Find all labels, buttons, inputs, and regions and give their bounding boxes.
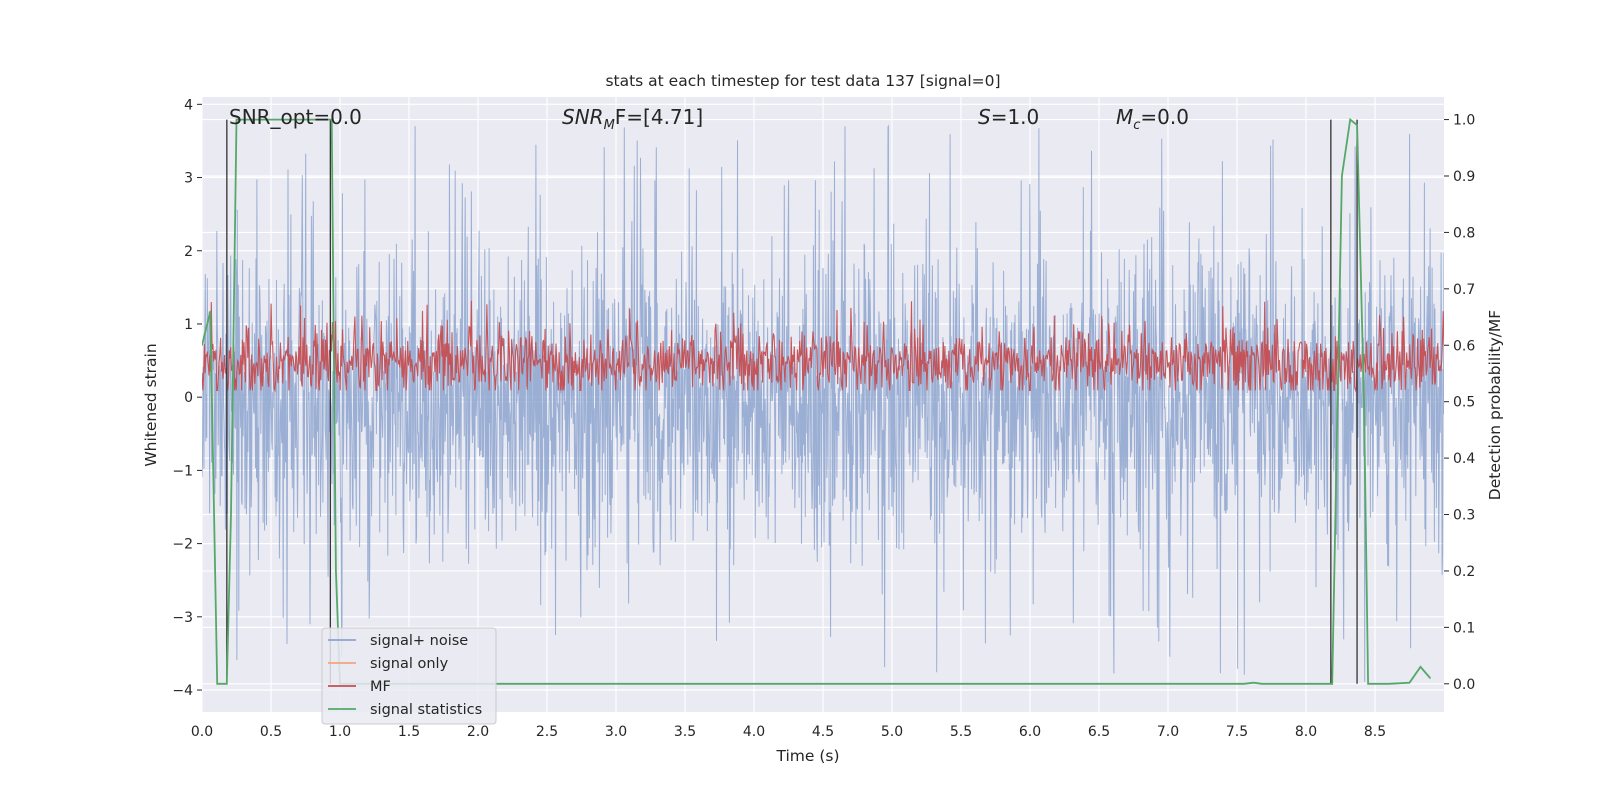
annotation-snr-mf-prefix: SNR [562, 105, 604, 129]
annotation-mc-prefix: M [1116, 105, 1133, 129]
x-tick-label: 3.0 [605, 724, 627, 740]
signal-statistics-point [209, 310, 211, 312]
signal-statistics-point [1341, 175, 1343, 177]
x-axis-ticks: 0.0 0.5 1.0 1.5 2.0 2.5 3.0 3.5 4.0 4.5 5.0 5.5 6.0 6… [191, 724, 1386, 740]
y-tick-label: 1 [184, 317, 193, 333]
x-tick-label: 1.5 [398, 724, 420, 740]
y2-tick-label: 0.7 [1453, 282, 1475, 298]
x-tick-label: 0.0 [191, 724, 213, 740]
y-tick-label: −4 [172, 683, 193, 699]
annotation-snr-mf-sub: M [604, 118, 615, 133]
signal-statistics-point [1356, 124, 1358, 126]
legend-label-mf: MF [370, 679, 391, 695]
signal-statistics-point [230, 513, 232, 516]
y-tick-label: −3 [172, 610, 193, 626]
y2-axis-label: Detection probability/MF [1486, 310, 1504, 501]
x-tick-label: 5.5 [950, 724, 972, 740]
signal-statistics-point [1367, 683, 1369, 685]
x-tick-label: 4.5 [812, 724, 834, 740]
signal-statistics-point [1419, 666, 1422, 668]
signal-statistics-point [216, 683, 218, 685]
x-tick-label: 7.5 [1226, 724, 1248, 740]
y2-tick-label: 0.2 [1453, 564, 1475, 580]
y2-tick-label: 1.0 [1453, 113, 1475, 129]
series-layer [202, 117, 1444, 685]
annotation-mc-sub: c [1133, 118, 1140, 133]
signal-statistics-point [1261, 683, 1263, 685]
x-tick-label: 6.0 [1019, 724, 1041, 740]
annotation-s-value: =1.0 [991, 105, 1040, 129]
x-axis-label: Time (s) [775, 747, 839, 765]
x-tick-label: 2.5 [536, 724, 558, 740]
signal-statistics-point [1243, 683, 1245, 685]
signal-statistics-point [1363, 401, 1365, 403]
annotation-s: S=1.0 [978, 105, 1039, 129]
x-tick-label: 2.0 [467, 724, 489, 740]
annotation-snr-mf-suffix: F=[4.71] [615, 105, 703, 129]
signal-statistics-point [753, 683, 755, 685]
signal-statistics-point [1029, 683, 1031, 685]
signal-statistics-point [1331, 683, 1333, 685]
x-tick-label: 8.5 [1364, 724, 1386, 740]
signal-statistics-point [1429, 677, 1431, 679]
y2-tick-label: 0.0 [1453, 677, 1475, 693]
signal-statistics-point [202, 344, 203, 346]
chart-title: stats at each timestep for test data 137… [605, 72, 1000, 90]
annotation-snr-opt: SNR_opt=0.0 [229, 105, 362, 129]
x-tick-label: 3.5 [674, 724, 696, 740]
left-axis-ticks: 4 3 2 1 0 −1 −2 −3 −4 [172, 97, 202, 699]
legend-label-signal-statistics: signal statistics [370, 702, 482, 718]
x-tick-label: 8.0 [1295, 724, 1317, 740]
x-tick-label: 5.0 [881, 724, 903, 740]
signal-statistics-point [331, 119, 333, 121]
y2-tick-label: 0.3 [1453, 508, 1475, 524]
y-tick-label: −1 [172, 463, 193, 479]
legend: signal+ noise signal only MF signal stat… [321, 627, 497, 725]
signal-statistics-point [1408, 682, 1411, 684]
y-axis-label: Whitened strain [142, 343, 160, 466]
annotation-mc-value: =0.0 [1140, 105, 1189, 129]
signal-statistics-point [891, 683, 893, 685]
annotations: SNR_opt=0.0 SNRMF=[4.71] S=1.0 Mc=0.0 [229, 105, 1189, 133]
right-axis-ticks: 1.0 0.9 0.8 0.7 0.6 0.5 0.4 0.3 0.2 0.1 0.0 [1444, 113, 1475, 693]
legend-box [321, 627, 497, 725]
x-tick-label: 7.0 [1157, 724, 1179, 740]
signal-statistics-point [1388, 683, 1390, 685]
annotation-s-prefix: S [978, 105, 991, 129]
y2-tick-label: 0.8 [1453, 225, 1475, 241]
signal-statistics-point [1253, 682, 1255, 684]
y-tick-label: −2 [172, 537, 193, 553]
y-tick-label: 4 [184, 97, 193, 113]
signal-statistics-point [615, 683, 617, 685]
legend-label-signal-only: signal only [370, 656, 449, 672]
legend-label-signal-noise: signal+ noise [370, 633, 468, 649]
y-tick-label: 0 [184, 390, 193, 406]
x-tick-label: 6.5 [1088, 724, 1110, 740]
signal-statistics-point [235, 119, 238, 121]
signal-statistics-point [1167, 683, 1169, 685]
y2-tick-label: 0.5 [1453, 395, 1475, 411]
series-2-trace [202, 300, 1444, 393]
y-tick-label: 3 [184, 171, 193, 187]
y2-tick-label: 0.1 [1453, 620, 1475, 636]
y-tick-label: 2 [184, 244, 193, 260]
signal-statistics-point [1349, 119, 1351, 121]
annotation-mc: Mc=0.0 [1116, 105, 1189, 133]
annotation-snr-mf: SNRMF=[4.71] [562, 105, 703, 133]
signal-statistics-point [335, 570, 337, 572]
y2-tick-label: 0.6 [1453, 338, 1475, 354]
signal-statistics-point [226, 683, 228, 685]
x-tick-label: 0.5 [260, 724, 282, 740]
x-tick-label: 1.0 [329, 724, 351, 740]
y2-tick-label: 0.9 [1453, 169, 1475, 185]
y2-tick-label: 0.4 [1453, 451, 1475, 467]
x-tick-label: 4.0 [743, 724, 765, 740]
